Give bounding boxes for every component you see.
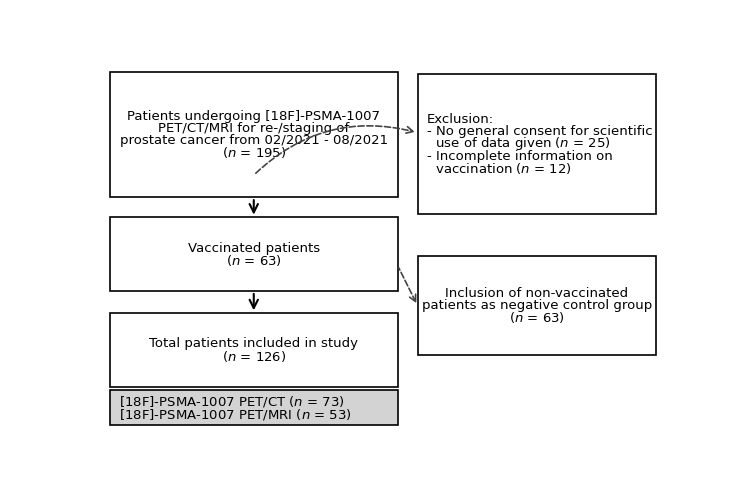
Text: Inclusion of non-vaccinated: Inclusion of non-vaccinated [445, 287, 628, 300]
Text: patients as negative control group: patients as negative control group [422, 299, 652, 312]
Text: - No general consent for scientific: - No general consent for scientific [427, 125, 652, 138]
Text: Total patients included in study: Total patients included in study [149, 337, 358, 350]
Text: ($\mathit{n}$ = 126): ($\mathit{n}$ = 126) [222, 348, 286, 364]
Text: [18F]-PSMA-1007 PET/CT ($\mathit{n}$ = 73): [18F]-PSMA-1007 PET/CT ($\mathit{n}$ = 7… [119, 394, 345, 409]
Text: ($\mathit{n}$ = 63): ($\mathit{n}$ = 63) [509, 310, 565, 326]
Text: - Incomplete information on: - Incomplete information on [427, 150, 613, 163]
Text: Patients undergoing [18F]-PSMA-1007: Patients undergoing [18F]-PSMA-1007 [128, 110, 380, 123]
Text: ($\mathit{n}$ = 63): ($\mathit{n}$ = 63) [226, 253, 282, 268]
FancyArrowPatch shape [398, 268, 416, 302]
Text: PET/CT/MRI for re-/staging of: PET/CT/MRI for re-/staging of [158, 122, 349, 135]
Text: vaccination ($\mathit{n}$ = 12): vaccination ($\mathit{n}$ = 12) [427, 161, 571, 175]
Text: ($\mathit{n}$ = 195): ($\mathit{n}$ = 195) [222, 145, 286, 161]
FancyBboxPatch shape [110, 313, 398, 387]
FancyBboxPatch shape [110, 72, 398, 197]
FancyBboxPatch shape [110, 391, 398, 425]
Text: Exclusion:: Exclusion: [427, 113, 494, 126]
FancyBboxPatch shape [418, 256, 657, 356]
Text: use of data given ($\mathit{n}$ = 25): use of data given ($\mathit{n}$ = 25) [427, 135, 611, 152]
FancyBboxPatch shape [110, 217, 398, 291]
Text: Vaccinated patients: Vaccinated patients [188, 242, 320, 255]
FancyArrowPatch shape [256, 126, 413, 173]
FancyBboxPatch shape [418, 74, 657, 214]
Text: prostate cancer from 02/2021 - 08/2021: prostate cancer from 02/2021 - 08/2021 [119, 134, 388, 147]
Text: [18F]-PSMA-1007 PET/MRI ($\mathit{n}$ = 53): [18F]-PSMA-1007 PET/MRI ($\mathit{n}$ = … [119, 406, 352, 422]
